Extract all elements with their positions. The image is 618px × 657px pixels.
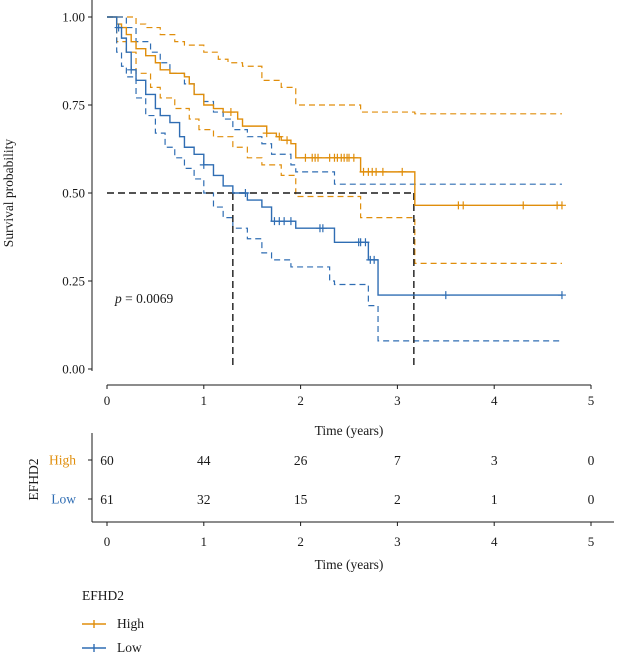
risk-count-low: 2 [394,492,401,507]
risk-x-tick-label: 1 [201,534,208,549]
censor-mark-low [361,238,370,247]
x-tick-label: 5 [588,393,595,408]
risk-count-low: 0 [588,492,595,507]
legend: EFHD2 High Low [82,588,144,655]
y-tick-label: 0.50 [62,186,85,201]
censor-mark-high [349,153,358,162]
risk-count-low: 15 [294,492,308,507]
risk-table: EFHD2 High 60 44 26 7 3 0 Low 61 32 15 2 1 0 0 1 2 3 4 5 T… [26,433,614,572]
ci-lower-low [107,16,562,342]
censor-mark-high [557,201,566,210]
censor-mark-low [114,23,123,32]
risk-count-low: 1 [491,492,498,507]
y-tick-label: 0.00 [62,362,85,377]
p-value-text: = 0.0069 [122,291,174,306]
censor-mark-high [459,201,468,210]
x-tick-label: 2 [297,393,304,408]
risk-count-low: 32 [197,492,211,507]
censor-mark-low [318,224,327,233]
censor-mark-low [370,255,379,264]
risk-count-high: 0 [588,453,595,468]
median-survival-lines [107,192,415,369]
censor-mark-high [262,129,271,138]
x-tick-label: 1 [201,393,208,408]
x-tick-label: 0 [104,393,111,408]
risk-count-high: 3 [491,453,498,468]
censor-mark-low [441,291,450,300]
risk-table-x-axis-title: Time (years) [315,557,384,572]
ci-upper-high [107,16,562,115]
y-ticks: 0.00 0.25 0.50 0.75 1.00 [62,10,92,377]
km-plot: 0.00 0.25 0.50 0.75 1.00 0 1 2 3 4 5 Survival pro… [1,0,594,438]
legend-item-label: High [117,616,144,631]
ci-lower-high [107,16,562,264]
censor-marks [114,23,566,300]
y-axis-title: Survival probability [1,139,16,248]
censor-mark-low [280,217,289,226]
censor-mark-low [199,160,208,169]
y-tick-label: 0.25 [62,274,85,289]
risk-count-high: 26 [294,453,308,468]
legend-item-high: High [82,616,144,631]
risk-x-tick-label: 2 [297,534,304,549]
risk-table-strata-title: EFHD2 [26,458,41,500]
legend-items: High Low [82,616,144,655]
legend-item-low: Low [82,640,142,655]
censor-mark-low [241,189,250,197]
risk-x-tick-label: 5 [588,534,595,549]
censor-mark-high [378,167,387,176]
p-value-symbol: p [114,291,122,306]
risk-count-low: 61 [100,492,114,507]
survival-curve-high [107,16,562,207]
legend-title: EFHD2 [82,588,124,603]
censor-mark-high [398,167,407,176]
risk-count-high: 7 [394,453,401,468]
risk-count-high: 60 [100,453,114,468]
censor-mark-high [372,167,381,176]
censor-mark-low [557,291,566,300]
y-tick-label: 0.75 [62,98,85,113]
censor-mark-low [286,217,295,226]
censor-mark-high [275,132,284,141]
censor-mark-low [127,65,136,74]
risk-x-tick-label: 4 [491,534,498,549]
risk-x-tick-label: 3 [394,534,401,549]
censor-mark-high [301,153,310,162]
risk-x-tick-label: 0 [104,534,111,549]
y-tick-label: 1.00 [62,10,85,25]
risk-table-rows: High 60 44 26 7 3 0 Low 61 32 15 2 1 0 [49,453,595,508]
censor-mark-high [519,201,528,210]
legend-item-label: Low [117,640,142,655]
censor-mark-high [283,136,292,145]
x-tick-label: 4 [491,393,498,408]
censor-mark-high [226,108,235,117]
risk-row-label-high: High [49,453,76,468]
x-axis-title: Time (years) [315,423,384,438]
p-value-annotation: p = 0.0069 [114,291,173,306]
risk-row-label-low: Low [51,492,76,507]
x-tick-label: 3 [394,393,401,408]
risk-count-high: 44 [197,453,211,468]
censor-mark-high [314,153,323,162]
risk-table-x-ticks: 0 1 2 3 4 5 [104,522,595,549]
ci-upper-low [107,16,562,185]
confidence-bands [107,16,562,342]
x-ticks: 0 1 2 3 4 5 [104,385,595,408]
